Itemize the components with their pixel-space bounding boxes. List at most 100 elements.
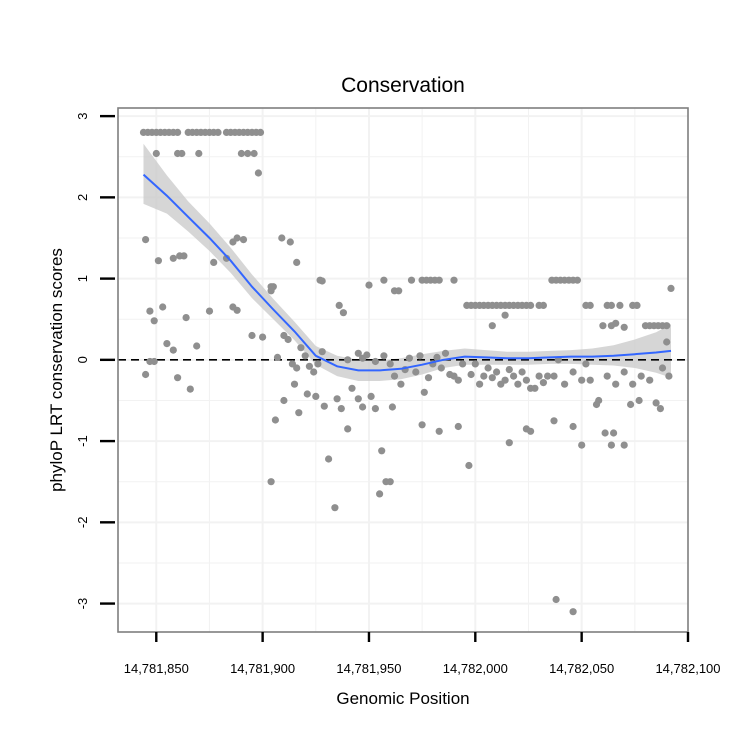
data-point: [388, 403, 396, 411]
data-point: [273, 353, 282, 361]
data-point: [518, 368, 526, 376]
data-point: [420, 388, 428, 396]
data-point: [620, 441, 628, 449]
data-point: [395, 287, 403, 295]
data-point: [205, 307, 214, 315]
data-point: [539, 379, 548, 387]
data-point: [561, 380, 569, 388]
data-point: [182, 314, 190, 322]
data-point: [380, 276, 388, 284]
data-point: [359, 403, 367, 411]
data-point: [376, 490, 384, 498]
data-point: [280, 396, 288, 405]
y-axis: -3 -2 -1 0 1 2 3: [75, 112, 115, 609]
data-point: [476, 380, 484, 388]
data-point: [433, 353, 441, 361]
data-point: [509, 372, 518, 380]
data-point: [278, 234, 286, 242]
data-point: [286, 238, 294, 246]
data-point: [267, 283, 275, 291]
data-point: [174, 128, 182, 136]
data-point: [505, 366, 513, 374]
data-point: [344, 425, 352, 433]
data-point: [344, 356, 352, 364]
data-point: [488, 374, 496, 382]
data-point: [186, 385, 194, 393]
data-point: [169, 254, 177, 262]
data-point: [150, 317, 158, 325]
data-point: [210, 258, 218, 266]
data-point: [527, 301, 535, 309]
data-point: [416, 352, 424, 360]
data-point: [454, 376, 462, 384]
x-tick-label: 14,782,100: [655, 661, 720, 676]
data-point: [142, 370, 150, 379]
data-point: [239, 236, 248, 244]
data-point: [271, 416, 279, 424]
data-point: [146, 307, 154, 315]
data-point: [535, 372, 543, 380]
data-point: [363, 351, 371, 359]
data-point: [484, 364, 492, 372]
data-point: [318, 348, 326, 356]
data-point: [501, 311, 509, 319]
data-point: [233, 234, 241, 242]
data-point: [405, 354, 413, 362]
data-point: [250, 149, 258, 158]
data-point: [620, 368, 628, 376]
data-point: [582, 360, 590, 368]
data-point: [505, 439, 513, 447]
data-point: [195, 149, 203, 158]
data-point: [601, 429, 609, 437]
data-point: [569, 368, 577, 376]
x-axis-title: Genomic Position: [336, 689, 469, 708]
data-point: [627, 400, 635, 409]
data-point: [154, 257, 162, 265]
data-point: [248, 331, 256, 340]
data-point: [441, 349, 450, 357]
data-point: [612, 380, 620, 388]
x-tick-label: 14,781,950: [336, 661, 401, 676]
data-point: [365, 281, 373, 289]
data-point: [435, 427, 443, 435]
data-point: [222, 254, 231, 262]
y-tick-label: -3: [75, 598, 90, 610]
data-point: [407, 276, 416, 284]
data-point: [493, 368, 501, 376]
data-point: [174, 374, 182, 382]
data-point: [293, 364, 301, 372]
data-point: [297, 344, 305, 352]
data-point: [237, 149, 245, 158]
data-point: [480, 372, 488, 380]
data-point: [620, 323, 628, 331]
y-tick-label: -1: [75, 435, 90, 447]
y-tick-label: 1: [75, 275, 90, 282]
data-point: [169, 346, 177, 354]
data-point: [612, 319, 620, 327]
data-point: [284, 335, 292, 344]
data-point: [178, 149, 186, 158]
data-point: [550, 372, 558, 380]
y-tick-label: -2: [75, 517, 90, 529]
data-point: [607, 441, 616, 449]
data-point: [488, 322, 496, 330]
data-point: [259, 333, 267, 341]
data-point: [318, 277, 326, 285]
data-point: [633, 301, 641, 309]
data-point: [301, 352, 309, 360]
data-point: [663, 322, 671, 330]
data-point: [310, 368, 318, 376]
data-point: [437, 364, 445, 372]
data-point: [578, 441, 586, 449]
data-point: [599, 322, 607, 330]
y-tick-label: 0: [75, 356, 90, 363]
data-point: [603, 372, 611, 380]
data-point: [267, 478, 275, 486]
data-point: [333, 395, 341, 403]
data-point: [371, 405, 379, 413]
data-point: [390, 372, 399, 380]
x-tick-label: 14,782,000: [443, 661, 508, 676]
data-point: [578, 376, 586, 384]
data-point: [325, 455, 333, 463]
data-point: [531, 384, 539, 392]
